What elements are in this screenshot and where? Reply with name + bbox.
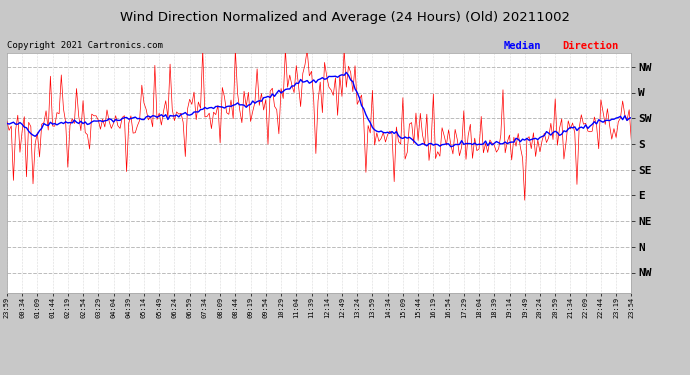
Text: Median: Median [504, 41, 541, 51]
Text: Direction: Direction [562, 41, 619, 51]
Text: Wind Direction Normalized and Average (24 Hours) (Old) 20211002: Wind Direction Normalized and Average (2… [120, 11, 570, 24]
Text: Copyright 2021 Cartronics.com: Copyright 2021 Cartronics.com [7, 41, 163, 50]
